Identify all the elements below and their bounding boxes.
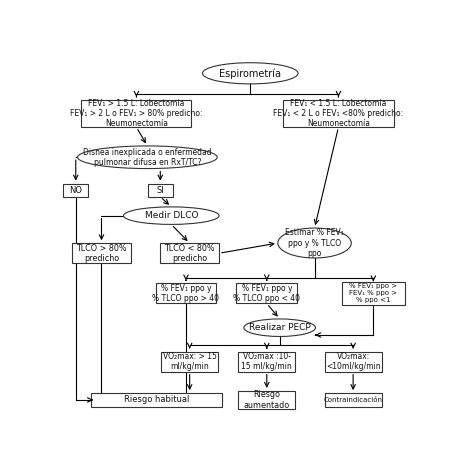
FancyBboxPatch shape	[148, 183, 173, 197]
Text: VO₂max: > 15
ml/kg/min: VO₂max: > 15 ml/kg/min	[163, 352, 217, 371]
Ellipse shape	[244, 319, 316, 337]
FancyBboxPatch shape	[283, 100, 393, 127]
Text: % FEV₁ ppo >
FEV₁ % ppo >
% ppo <1: % FEV₁ ppo > FEV₁ % ppo > % ppo <1	[349, 283, 397, 303]
FancyBboxPatch shape	[155, 283, 216, 303]
Text: FEV₁ < 1.5 L: Lobectomia
FEV₁ < 2 L o FEV₁ <80% predicho:
Neumonectomía: FEV₁ < 1.5 L: Lobectomia FEV₁ < 2 L o FE…	[273, 99, 403, 128]
Ellipse shape	[124, 207, 219, 224]
Text: SI: SI	[156, 186, 164, 195]
Text: TLCO > 80%
predicho: TLCO > 80% predicho	[76, 244, 127, 263]
Ellipse shape	[278, 228, 351, 258]
Text: Realizar PECP: Realizar PECP	[249, 323, 310, 332]
Ellipse shape	[202, 63, 298, 84]
Text: % FEV₁ ppo y
% TLCO ppo < 40: % FEV₁ ppo y % TLCO ppo < 40	[233, 283, 301, 303]
Text: Medir DLCO: Medir DLCO	[145, 211, 198, 220]
Text: NO: NO	[69, 186, 82, 195]
FancyBboxPatch shape	[82, 100, 191, 127]
Text: Espirometría: Espirometría	[219, 68, 281, 79]
Text: Riesgo habitual: Riesgo habitual	[124, 395, 189, 404]
Text: Riesgo
aumentado: Riesgo aumentado	[244, 390, 290, 410]
Text: % FEV₁ ppo y
% TLCO ppo > 40: % FEV₁ ppo y % TLCO ppo > 40	[153, 283, 219, 303]
FancyBboxPatch shape	[325, 393, 382, 407]
Text: VO₂max:
<10ml/kg/min: VO₂max: <10ml/kg/min	[326, 352, 381, 371]
Text: Contraindicación: Contraindicación	[324, 397, 383, 403]
FancyBboxPatch shape	[237, 283, 297, 303]
Text: TLCO < 80%
predicho: TLCO < 80% predicho	[164, 244, 215, 263]
FancyBboxPatch shape	[160, 243, 219, 263]
FancyBboxPatch shape	[325, 352, 382, 372]
Ellipse shape	[78, 146, 217, 169]
FancyBboxPatch shape	[342, 282, 405, 305]
FancyBboxPatch shape	[72, 243, 131, 263]
Text: Disnea inexplicada o enfermedad
pulmonar difusa en RxT/TC?: Disnea inexplicada o enfermedad pulmonar…	[83, 147, 212, 167]
Text: VO₂max :10-
15 ml/kg/min: VO₂max :10- 15 ml/kg/min	[241, 352, 292, 371]
FancyBboxPatch shape	[64, 183, 88, 197]
FancyBboxPatch shape	[161, 352, 218, 372]
Text: FEV₁ > 1.5 L: Lobectomia
FEV₁ > 2 L o FEV₁ > 80% predicho:
Neumonectomía: FEV₁ > 1.5 L: Lobectomia FEV₁ > 2 L o FE…	[70, 99, 203, 128]
FancyBboxPatch shape	[91, 393, 222, 407]
Text: Estimar % FEV₁
ppo y % TLCO
ppo: Estimar % FEV₁ ppo y % TLCO ppo	[285, 228, 344, 258]
FancyBboxPatch shape	[238, 352, 295, 372]
FancyBboxPatch shape	[238, 391, 295, 409]
